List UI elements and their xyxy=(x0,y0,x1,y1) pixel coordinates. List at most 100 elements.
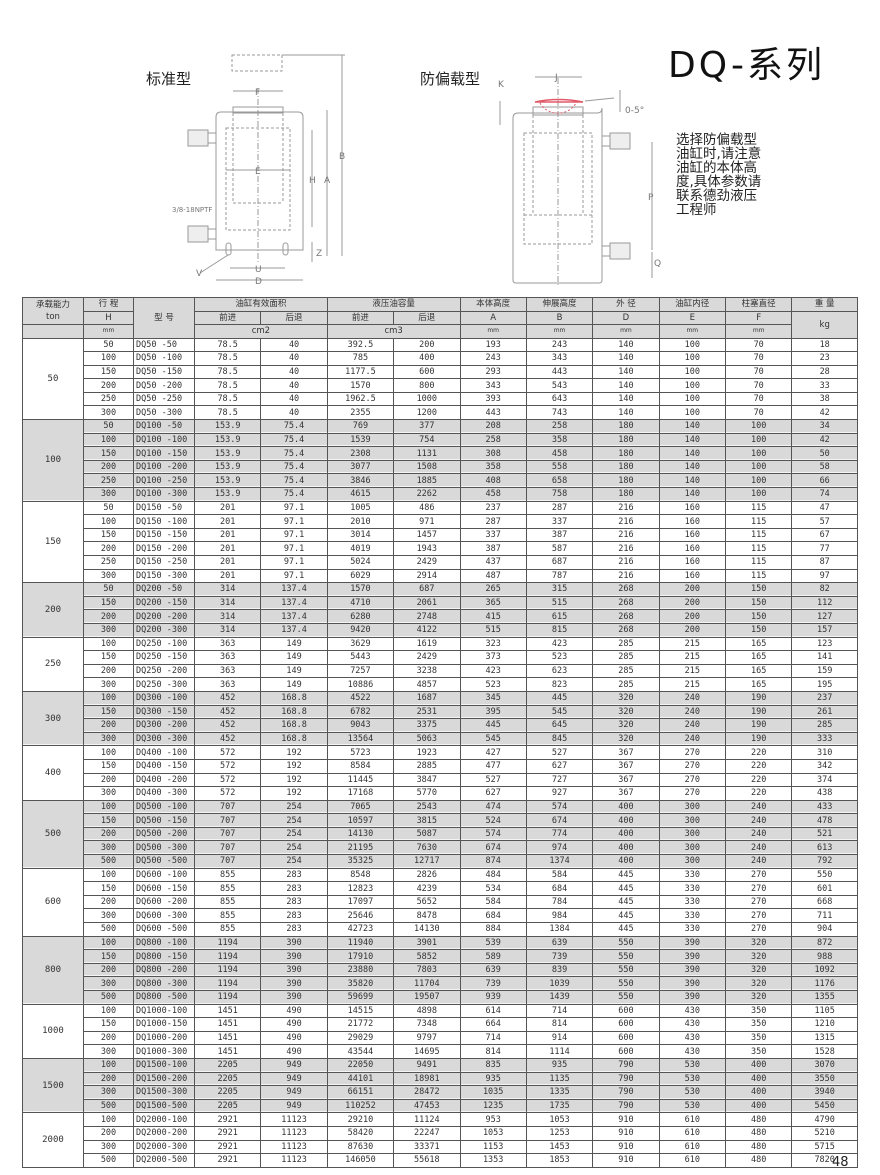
weight-cell: 42 xyxy=(791,405,858,421)
outer-dia-cell: 400 xyxy=(592,840,660,856)
oil-retract-cell: 5652 xyxy=(393,894,461,910)
bore-cell: 140 xyxy=(658,446,727,461)
oil-advance-cell: 1005 xyxy=(326,500,395,516)
stroke-cell: 100 xyxy=(82,935,135,951)
body-height-cell: 443 xyxy=(459,405,527,421)
oil-advance-cell: 10886 xyxy=(326,677,395,692)
bore-cell: 160 xyxy=(658,568,727,584)
ext-height-cell: 714 xyxy=(525,1003,594,1019)
weight-cell: 1176 xyxy=(791,976,858,991)
plunger-header: 柱塞直径 xyxy=(724,297,793,312)
oil-retract-cell: 1508 xyxy=(393,459,461,475)
oil-retract-cell: 47453 xyxy=(393,1098,461,1114)
oil-advance-cell: 17910 xyxy=(326,949,395,964)
stroke-cell: 200 xyxy=(82,1030,135,1046)
tilt-saddle xyxy=(534,98,584,103)
model-cell: DQ500 -150 xyxy=(133,813,195,828)
outer-dia-cell: 140 xyxy=(592,405,660,421)
weight-cell: 668 xyxy=(791,894,858,910)
weight-cell: 7820 xyxy=(791,1153,858,1168)
stroke-cell: 200 xyxy=(82,826,135,842)
ext-height-cell: 927 xyxy=(525,786,594,801)
model-cell: DQ800 -150 xyxy=(133,949,195,964)
plunger-cell: 115 xyxy=(724,500,793,516)
area-advance-cell: 201 xyxy=(193,541,262,556)
outer-dia-cell: 910 xyxy=(592,1125,660,1141)
anti-eccentric-note: 选择防偏载型 油缸时,请注意 油缸的本体高 度,具体参数请 联系德劲液压 工程师 xyxy=(676,133,781,217)
area-advance-cell: 855 xyxy=(193,881,262,896)
area-retract-header: 后退 xyxy=(260,310,328,325)
plunger-cell: 70 xyxy=(724,351,793,366)
oil-retract-cell: 1885 xyxy=(393,473,461,489)
plunger-cell: 100 xyxy=(724,459,793,475)
table-row: 1500 100 DQ1500-100 2205 949 22050 9491 835 935 7… xyxy=(22,1057,858,1114)
area-retract-cell: 149 xyxy=(260,677,328,692)
oil-advance-cell: 3629 xyxy=(326,636,395,652)
oil-retract-cell: 3375 xyxy=(393,718,461,733)
cylinder-drawings: F E H A B U D Z V 3/8-18NPTF J K 0-5° P … xyxy=(172,54,661,287)
stroke-cell: 300 xyxy=(82,568,135,584)
oil-advance-cell: 769 xyxy=(326,419,395,434)
outer-dia-cell: 268 xyxy=(592,595,660,611)
weight-cell: 4790 xyxy=(791,1112,858,1127)
body-height-cell: 477 xyxy=(459,758,527,774)
area-advance-cell: 314 xyxy=(193,622,262,638)
oil-advance-cell: 22050 xyxy=(326,1057,395,1073)
weight-cell: 550 xyxy=(791,867,858,883)
area-retract-cell: 192 xyxy=(260,745,328,760)
bore-cell: 300 xyxy=(658,813,727,828)
bore-cell: 240 xyxy=(658,718,727,733)
body-height-cell: 935 xyxy=(459,1071,527,1087)
bore-cell: 330 xyxy=(658,922,727,937)
stroke-cell: 300 xyxy=(82,677,135,692)
model-cell: DQ1500-500 xyxy=(133,1098,195,1114)
table-row: 250 DQ50 -250 78.5 40 1962.5 1000 393 643 140 100… xyxy=(23,391,858,407)
dim-U-label: U xyxy=(255,265,262,275)
area-retract-cell: 390 xyxy=(260,962,328,978)
plunger-cell: 190 xyxy=(724,731,793,747)
plunger-cell: 165 xyxy=(724,636,793,652)
oil-retract-cell: 3847 xyxy=(393,772,461,788)
outer-dia-cell: 180 xyxy=(592,419,660,434)
model-cell: DQ100 -50 xyxy=(133,419,195,434)
oil-retract-cell: 12717 xyxy=(393,854,461,869)
oil-retract-cell: 400 xyxy=(393,351,461,366)
area-retract-cell: 75.4 xyxy=(260,446,328,461)
model-cell: DQ1000-300 xyxy=(133,1044,195,1059)
table-row: 100 50 DQ100 -50 153.9 75.4 769 377 208 258 180 14… xyxy=(22,419,858,502)
weight-cell: 613 xyxy=(791,840,858,856)
table-row: 2000 100 DQ2000-100 2921 11123 29210 11124 953 1… xyxy=(22,1112,858,1168)
outer-dia-cell: 400 xyxy=(592,854,660,869)
area-retract-cell: 11123 xyxy=(260,1125,328,1141)
table-row: 200 DQ250 -200 363 149 7257 3238 423 623 285 215 1… xyxy=(23,663,858,679)
weight-cell: 66 xyxy=(791,473,858,489)
body-height-cell: 627 xyxy=(459,786,527,801)
area-advance-cell: 78.5 xyxy=(193,378,262,393)
area-unit: cm2 xyxy=(194,324,328,339)
model-cell: DQ500 -500 xyxy=(133,854,195,869)
area-header: 油缸有效面积 xyxy=(194,297,328,312)
outer-dia-cell: 400 xyxy=(592,813,660,828)
model-cell: DQ100 -300 xyxy=(133,487,195,502)
dim-J-label: J xyxy=(554,73,558,83)
weight-cell: 988 xyxy=(791,949,858,964)
oil-retract-cell: 3238 xyxy=(393,663,461,679)
ext-height-cell: 935 xyxy=(525,1057,594,1073)
model-cell: DQ100 -150 xyxy=(133,446,195,461)
body-height-cell: 664 xyxy=(459,1017,527,1032)
table-row: 300 DQ200 -300 314 137.4 9420 4122 515 815 268 20… xyxy=(23,622,858,638)
weight-cell: 1355 xyxy=(791,990,858,1005)
oil-retract-cell: 3901 xyxy=(393,935,461,951)
weight-cell: 433 xyxy=(791,799,858,815)
area-retract-cell: 254 xyxy=(260,840,328,856)
oil-advance-cell: 42723 xyxy=(326,922,395,937)
outer-dia-cell: 320 xyxy=(592,690,660,706)
ext-height-cell: 445 xyxy=(525,690,594,706)
capacity-cell: 400 xyxy=(22,745,84,801)
ext-height-cell: 1374 xyxy=(525,854,594,869)
ext-height-cell: 527 xyxy=(525,745,594,760)
area-advance-cell: 201 xyxy=(193,555,262,570)
model-cell: DQ800 -500 xyxy=(133,990,195,1005)
model-cell: DQ500 -300 xyxy=(133,840,195,856)
ext-height-cell: 584 xyxy=(525,867,594,883)
